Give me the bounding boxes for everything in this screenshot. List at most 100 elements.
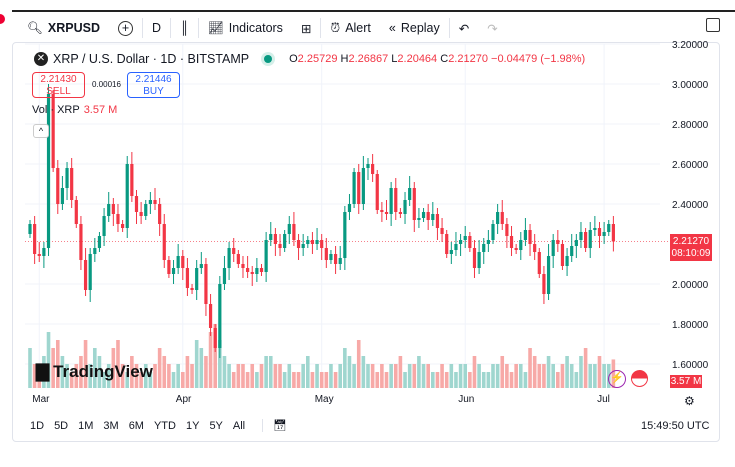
candle-body bbox=[46, 94, 51, 248]
divider bbox=[197, 18, 199, 38]
chart-type-button[interactable]: ║ bbox=[171, 14, 198, 42]
volume-bar bbox=[431, 372, 435, 388]
volume-bar bbox=[134, 364, 139, 388]
candle-body bbox=[505, 224, 509, 236]
interval-button[interactable]: D bbox=[151, 21, 161, 35]
candle-body bbox=[301, 244, 305, 248]
candle-body bbox=[607, 224, 611, 232]
range-all[interactable]: All bbox=[232, 419, 246, 432]
volume-bar bbox=[60, 356, 65, 388]
range-1m[interactable]: 1M bbox=[78, 419, 94, 432]
symbol-search-button[interactable]: 🔍︎ XRPUSD bbox=[27, 20, 100, 36]
top-toolbar: 🔍︎ XRPUSD + D ║ 📈︎ Indicators ⊞ ⏰︎ Alert «R… bbox=[18, 14, 507, 42]
volume-bar bbox=[273, 364, 278, 388]
volume-bar bbox=[74, 364, 79, 388]
y-tick-label: 3.00000 bbox=[672, 80, 709, 91]
divider bbox=[141, 18, 143, 38]
market-status-icon bbox=[264, 55, 273, 63]
redo-button[interactable]: ↷ bbox=[478, 14, 506, 42]
symbol-legend: ✕ XRP / U.S. Dollar · 1D · BITSTAMP O2.2… bbox=[34, 52, 585, 66]
divider bbox=[320, 18, 322, 38]
volume-bar bbox=[236, 364, 241, 388]
y-tick-label: 3.20000 bbox=[672, 40, 709, 51]
us-flag-icon[interactable] bbox=[631, 370, 648, 387]
candle-body bbox=[130, 164, 134, 196]
volume-bar bbox=[111, 348, 116, 388]
indicators-button[interactable]: 📈︎ Indicators bbox=[207, 20, 283, 36]
volume-bar bbox=[227, 364, 231, 388]
candle-body bbox=[519, 240, 523, 250]
sell-button[interactable]: 2.21430 SELL bbox=[32, 72, 85, 98]
candle-body bbox=[250, 272, 254, 274]
candle-body bbox=[167, 260, 171, 274]
lightning-icon[interactable]: ⚡ bbox=[608, 370, 626, 388]
volume-bar bbox=[384, 372, 389, 388]
volume-bar bbox=[546, 356, 551, 388]
candle-body bbox=[139, 212, 143, 216]
candle-body bbox=[269, 234, 273, 240]
candle-body bbox=[454, 244, 458, 250]
candle-body bbox=[292, 224, 296, 240]
volume-bar bbox=[245, 372, 250, 388]
range-3m[interactable]: 3M bbox=[103, 419, 119, 432]
candle-body bbox=[556, 240, 560, 244]
volume-bar bbox=[565, 356, 569, 388]
candle-body bbox=[417, 218, 421, 220]
volume-bar bbox=[579, 356, 583, 388]
volume-bar bbox=[440, 364, 444, 388]
candle-body bbox=[195, 268, 199, 290]
candle-body bbox=[421, 212, 426, 218]
spread-value: 0.00016 bbox=[92, 80, 121, 89]
candle-body bbox=[352, 172, 356, 204]
volume-bar bbox=[347, 356, 352, 388]
candle-body bbox=[148, 200, 152, 204]
range-6m[interactable]: 6M bbox=[128, 419, 144, 432]
candle-body bbox=[384, 212, 389, 214]
volume-bar bbox=[199, 348, 204, 388]
volume-bar bbox=[583, 348, 588, 388]
candle-body bbox=[232, 248, 236, 254]
x-tick-label: Jun bbox=[458, 394, 474, 405]
fullscreen-icon[interactable] bbox=[706, 18, 720, 32]
volume-bar bbox=[106, 364, 111, 388]
chart-pane[interactable] bbox=[12, 42, 720, 442]
volume-bar bbox=[139, 372, 143, 388]
range-5y[interactable]: 5Y bbox=[209, 419, 223, 432]
candle-body bbox=[333, 254, 338, 264]
candle-body bbox=[218, 284, 222, 348]
candle-body bbox=[37, 254, 41, 256]
range-ytd[interactable]: YTD bbox=[153, 419, 176, 432]
candle-body bbox=[227, 248, 231, 268]
range-5d[interactable]: 5D bbox=[54, 419, 69, 432]
clock[interactable]: 15:49:50 UTC bbox=[641, 420, 710, 432]
alert-button[interactable]: ⏰︎ Alert bbox=[330, 20, 371, 36]
compare-symbol-button[interactable]: + bbox=[109, 14, 142, 42]
volume-bar bbox=[125, 372, 130, 388]
volume-bar bbox=[32, 364, 37, 388]
candle-body bbox=[107, 204, 111, 216]
candle-body bbox=[181, 256, 185, 268]
x-tick-label: May bbox=[315, 394, 334, 405]
volume-bar bbox=[194, 340, 199, 388]
candle-body bbox=[389, 188, 393, 214]
buy-button[interactable]: 2.21446 BUY bbox=[127, 72, 180, 98]
volume-bar bbox=[185, 356, 190, 388]
volume-bar bbox=[287, 364, 292, 388]
candle-body bbox=[584, 232, 588, 248]
collapse-legend-button[interactable]: ^ bbox=[33, 124, 49, 138]
candle-body bbox=[431, 214, 435, 220]
candle-body bbox=[33, 224, 37, 254]
candle-body bbox=[273, 234, 277, 244]
candle-body bbox=[278, 244, 282, 248]
volume-bar bbox=[477, 364, 481, 388]
top-border bbox=[12, 10, 735, 12]
undo-button[interactable]: ↶ bbox=[450, 14, 478, 42]
date-range-icon[interactable]: 📅︎ bbox=[262, 419, 292, 432]
layouts-button[interactable]: ⊞ bbox=[292, 14, 320, 42]
settings-icon[interactable]: ⚙ bbox=[684, 394, 695, 408]
range-1y[interactable]: 1Y bbox=[185, 419, 200, 432]
candle-body bbox=[570, 246, 574, 256]
replay-button[interactable]: «Replay bbox=[388, 21, 440, 35]
range-1d[interactable]: 1D bbox=[30, 419, 45, 432]
